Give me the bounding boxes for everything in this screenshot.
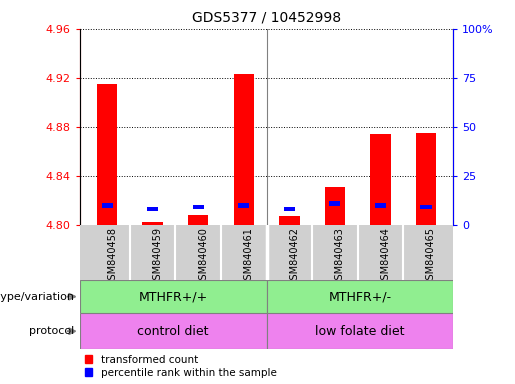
Bar <box>80 313 267 349</box>
Bar <box>188 215 209 225</box>
Text: GSM840463: GSM840463 <box>335 227 345 286</box>
Bar <box>279 216 300 225</box>
Text: GSM840460: GSM840460 <box>198 227 208 286</box>
Bar <box>80 280 267 313</box>
Bar <box>193 205 204 209</box>
Bar <box>420 205 432 209</box>
Text: MTHFR+/+: MTHFR+/+ <box>139 290 208 303</box>
Bar <box>284 207 295 212</box>
Text: GSM840458: GSM840458 <box>107 227 117 286</box>
Title: GDS5377 / 10452998: GDS5377 / 10452998 <box>192 11 341 25</box>
Bar <box>267 313 453 349</box>
Text: MTHFR+/-: MTHFR+/- <box>328 290 391 303</box>
Bar <box>370 134 390 225</box>
Text: low folate diet: low folate diet <box>315 325 405 338</box>
Legend: transformed count, percentile rank within the sample: transformed count, percentile rank withi… <box>85 355 277 378</box>
Bar <box>267 280 453 313</box>
Bar <box>233 74 254 225</box>
Bar <box>238 203 249 207</box>
Bar <box>329 201 340 205</box>
Text: control diet: control diet <box>138 325 209 338</box>
Text: GSM840465: GSM840465 <box>426 227 436 286</box>
Bar <box>324 187 345 225</box>
Text: GSM840462: GSM840462 <box>289 227 299 286</box>
Text: GSM840459: GSM840459 <box>152 227 163 286</box>
Text: protocol: protocol <box>29 326 75 336</box>
Text: GSM840464: GSM840464 <box>381 227 390 286</box>
Bar <box>147 207 158 212</box>
Bar <box>416 133 436 225</box>
Text: genotype/variation: genotype/variation <box>0 291 75 302</box>
Text: GSM840461: GSM840461 <box>244 227 254 286</box>
Bar <box>101 203 113 207</box>
Bar <box>97 84 117 225</box>
Bar <box>375 203 386 207</box>
Bar <box>143 222 163 225</box>
